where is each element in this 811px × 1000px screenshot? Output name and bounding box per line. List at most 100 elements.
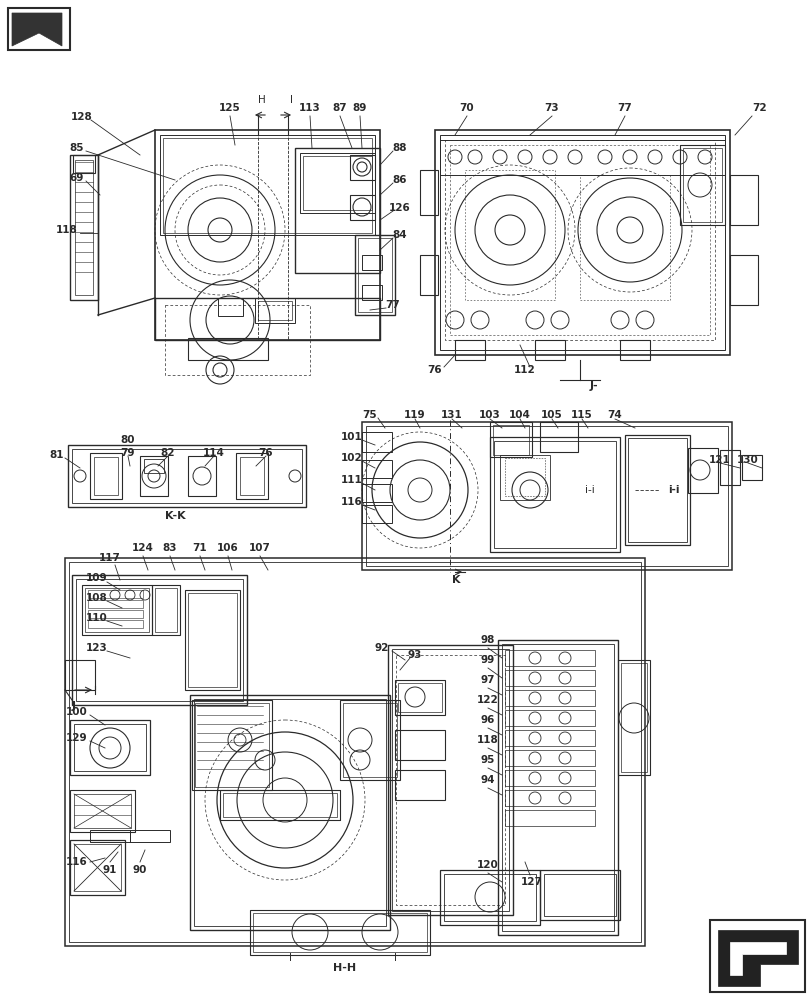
Bar (539, 870, 620, 920)
Text: 84: 84 (393, 230, 407, 240)
Text: 111: 111 (341, 475, 363, 485)
Bar (350, 155, 375, 180)
Text: 72: 72 (752, 103, 766, 113)
Bar (88, 590, 143, 598)
Bar (70, 720, 150, 775)
Text: i-i: i-i (585, 485, 594, 495)
Bar (8, 8, 70, 50)
Text: 105: 105 (540, 410, 562, 420)
Polygon shape (717, 930, 797, 986)
Bar (69, 562, 640, 942)
Bar (70, 155, 98, 300)
Text: 99: 99 (480, 655, 495, 665)
Bar (504, 670, 594, 686)
Bar (165, 305, 310, 375)
Bar (144, 459, 164, 473)
Bar (155, 130, 380, 340)
Bar (504, 458, 544, 496)
Bar (194, 699, 385, 926)
Bar (70, 790, 135, 832)
Bar (394, 730, 444, 760)
Bar (392, 649, 508, 911)
Bar (624, 435, 689, 545)
Bar (240, 457, 264, 495)
Text: I: I (290, 95, 293, 105)
Bar (394, 680, 444, 715)
Text: 118: 118 (56, 225, 78, 235)
Bar (362, 432, 392, 452)
Bar (160, 135, 375, 235)
Bar (82, 585, 152, 635)
Text: 100: 100 (66, 707, 88, 717)
Text: 109: 109 (86, 573, 108, 583)
Text: 76: 76 (259, 448, 273, 458)
Text: 75: 75 (363, 410, 377, 420)
Bar (223, 793, 337, 817)
Bar (489, 437, 620, 552)
Text: 126: 126 (388, 203, 410, 213)
Bar (444, 874, 535, 921)
Bar (440, 135, 724, 350)
Bar (188, 593, 237, 687)
Bar (396, 655, 504, 905)
Bar (543, 874, 616, 916)
Bar (155, 298, 380, 340)
Bar (362, 422, 731, 570)
Text: 116: 116 (66, 857, 88, 867)
Bar (303, 156, 371, 210)
Text: 85: 85 (70, 143, 84, 153)
Text: 115: 115 (570, 410, 592, 420)
Text: 121: 121 (708, 455, 730, 465)
Bar (88, 600, 143, 608)
Bar (504, 810, 594, 826)
Text: 130: 130 (736, 455, 758, 465)
Text: 120: 120 (477, 860, 498, 870)
Bar (397, 683, 441, 712)
Text: 107: 107 (249, 543, 271, 553)
Text: 95: 95 (480, 755, 495, 765)
Bar (74, 844, 121, 891)
Text: 102: 102 (341, 453, 363, 463)
Text: 70: 70 (459, 103, 474, 113)
Text: 122: 122 (477, 695, 498, 705)
Text: i-i: i-i (667, 485, 679, 495)
Text: 123: 123 (86, 643, 108, 653)
Text: 73: 73 (544, 103, 559, 113)
Text: 74: 74 (607, 410, 621, 420)
Text: 125: 125 (219, 103, 241, 113)
Text: 80: 80 (121, 435, 135, 445)
Bar (719, 450, 739, 485)
Text: 88: 88 (393, 143, 407, 153)
Text: 86: 86 (393, 175, 407, 185)
Bar (362, 285, 381, 300)
Bar (504, 750, 594, 766)
Bar (729, 175, 757, 225)
Bar (539, 422, 577, 452)
Bar (85, 588, 148, 632)
Bar (440, 140, 724, 175)
Bar (435, 130, 729, 355)
Bar (504, 790, 594, 806)
Text: 127: 127 (521, 877, 543, 887)
Bar (236, 453, 268, 499)
Bar (299, 153, 375, 213)
Bar (366, 426, 727, 566)
Text: 94: 94 (480, 775, 495, 785)
Bar (504, 650, 594, 666)
Bar (682, 148, 721, 222)
Text: 112: 112 (513, 365, 535, 375)
Bar (253, 913, 427, 952)
Bar (195, 703, 268, 787)
Bar (73, 155, 95, 173)
Bar (504, 770, 594, 786)
Bar (188, 456, 216, 496)
Bar (76, 579, 242, 701)
Text: 97: 97 (480, 675, 495, 685)
Text: 106: 106 (217, 543, 238, 553)
Bar (497, 640, 617, 935)
Text: 98: 98 (480, 635, 495, 645)
Text: 91: 91 (103, 865, 117, 875)
Polygon shape (729, 942, 785, 975)
Text: 128: 128 (71, 112, 92, 122)
Bar (217, 298, 242, 316)
